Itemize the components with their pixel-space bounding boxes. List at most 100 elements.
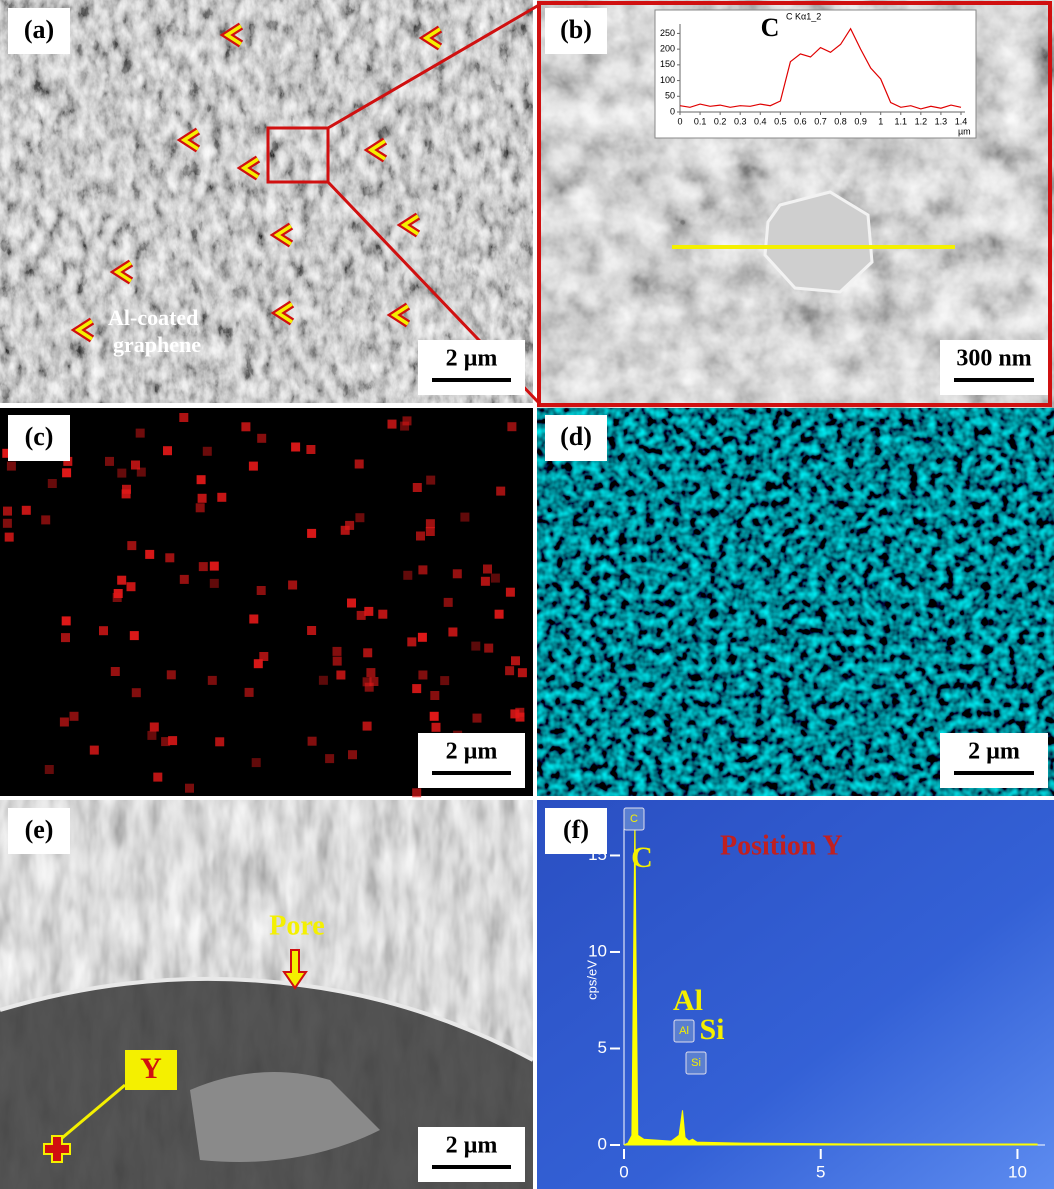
map-pixel [22, 506, 31, 515]
map-pixel [403, 571, 412, 580]
annotation: Al-coated [108, 305, 198, 330]
map-pixel [179, 413, 188, 422]
map-pixel [7, 462, 16, 471]
inset-x-unit: µm [958, 126, 971, 136]
inset-title: C Kα1_2 [786, 11, 821, 21]
x-tick-label: 1 [878, 116, 883, 126]
spectrum-title: Position Y [720, 830, 843, 861]
x-tick-label: 0.5 [774, 116, 787, 126]
map-pixel [307, 529, 316, 538]
map-pixel [418, 565, 427, 574]
map-pixel [196, 503, 205, 512]
map-pixel [471, 642, 480, 651]
map-pixel [473, 714, 482, 723]
map-pixel [127, 541, 136, 550]
y-tick-label: 5 [598, 1038, 607, 1057]
map-pixel [430, 712, 439, 721]
panel-label: (b) [560, 15, 592, 44]
map-pixel [210, 562, 219, 571]
map-pixel [245, 688, 254, 697]
peak-box-label: C [630, 813, 638, 825]
x-tick-label: 1.1 [895, 116, 908, 126]
x-tick-label: 1.2 [915, 116, 928, 126]
map-pixel [203, 447, 212, 456]
panel-label: (e) [25, 815, 54, 844]
map-pixel [60, 718, 69, 727]
map-pixel [345, 521, 354, 530]
y-tick-label: 0 [670, 106, 675, 116]
map-pixel [210, 579, 219, 588]
map-pixel [291, 443, 300, 452]
map-pixel [167, 670, 176, 679]
map-pixel [113, 593, 122, 602]
pore-label: Pore [269, 910, 324, 941]
map-pixel [62, 468, 71, 477]
scale-bar [954, 771, 1034, 775]
map-pixel [481, 577, 490, 586]
map-pixel [363, 722, 372, 731]
map-pixel [510, 709, 519, 718]
map-pixel [325, 754, 334, 763]
map-pixel [432, 723, 441, 732]
map-pixel [90, 746, 99, 755]
map-pixel [333, 647, 342, 656]
x-tick-label: 5 [816, 1162, 825, 1181]
panel-label: (d) [560, 422, 592, 451]
map-pixel [505, 666, 514, 675]
peak-label: C [631, 841, 653, 874]
peak-label: Si [699, 1013, 724, 1046]
map-pixel [460, 513, 469, 522]
scale-bar [954, 378, 1034, 382]
map-pixel [507, 422, 516, 431]
map-pixel [257, 434, 266, 443]
map-pixel [355, 460, 364, 469]
panel-label: (a) [24, 15, 54, 44]
map-pixel [3, 519, 12, 528]
map-pixel [111, 667, 120, 676]
map-pixel [518, 668, 527, 677]
map-pixel [495, 610, 504, 619]
map-pixel [378, 610, 387, 619]
y-tick-label: 100 [660, 75, 675, 85]
map-pixel [355, 513, 364, 522]
map-pixel [150, 723, 159, 732]
y-tick-label: 10 [588, 941, 607, 960]
scale-bar-label: 300 nm [956, 346, 1031, 372]
map-pixel [426, 519, 435, 528]
x-tick-label: 0.1 [694, 116, 707, 126]
map-pixel [426, 527, 435, 536]
map-pixel [153, 773, 162, 782]
x-tick-label: 0.2 [714, 116, 727, 126]
map-pixel [336, 671, 345, 680]
panel-label: (c) [25, 422, 54, 451]
map-pixel [45, 765, 54, 774]
x-tick-label: 0 [677, 116, 682, 126]
map-pixel [363, 648, 372, 657]
point-label: Y [140, 1052, 162, 1085]
map-pixel [483, 565, 492, 574]
map-pixel [168, 736, 177, 745]
x-tick-label: 0.9 [854, 116, 867, 126]
map-pixel [506, 588, 515, 597]
x-tick-label: 0.8 [834, 116, 847, 126]
map-pixel [484, 644, 493, 653]
map-pixel [3, 507, 12, 516]
map-pixel [163, 446, 172, 455]
x-tick-label: 10 [1008, 1162, 1027, 1181]
map-pixel [122, 485, 131, 494]
x-tick-label: 0 [619, 1162, 628, 1181]
map-pixel [41, 515, 50, 524]
x-tick-label: 1.3 [935, 116, 948, 126]
map-pixel [307, 626, 316, 635]
peak-box-label: Al [679, 1025, 689, 1037]
y-tick-label: 0 [598, 1134, 607, 1153]
map-pixel [426, 476, 435, 485]
map-pixel [137, 468, 146, 477]
scale-bar-label: 2 µm [968, 739, 1020, 765]
map-pixel [403, 416, 412, 425]
map-pixel [62, 616, 71, 625]
scale-bar [432, 771, 511, 775]
scale-bar [432, 1165, 511, 1169]
y-tick-label: 200 [660, 44, 675, 54]
inset-element: C [761, 13, 780, 42]
